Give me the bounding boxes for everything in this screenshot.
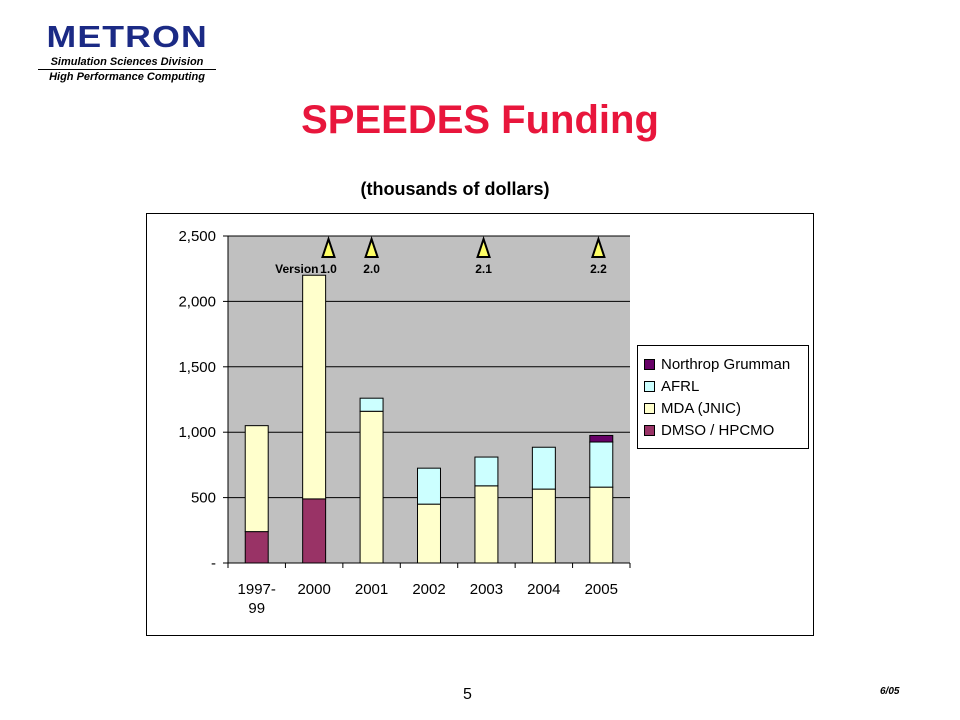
x-tick-label-3: 2002: [412, 581, 445, 598]
bar-3-6: [589, 434, 614, 443]
logo-division: Simulation Sciences Division: [50, 56, 204, 68]
x-tick-label-0: 1997-99: [238, 581, 276, 617]
legend-label-northrop: Northrop Grumman: [661, 355, 791, 373]
bar-1-6: [589, 486, 614, 564]
version-label-0: 1.0: [320, 262, 337, 276]
bar-1-3: [417, 503, 441, 564]
version-label-1: 2.0: [363, 262, 380, 276]
bar-1-4: [474, 485, 499, 564]
version-label-2: 2.1: [475, 262, 492, 276]
bar-2-2: [359, 397, 384, 412]
version-marker-0: [321, 235, 336, 258]
logo-wordmark: METRON: [46, 19, 208, 54]
bar-1-1: [302, 274, 327, 500]
bar-0-0: [244, 531, 269, 564]
legend-item-northrop: Northrop Grumman: [644, 353, 808, 375]
x-tick-label-4: 2003: [470, 581, 503, 598]
legend-item-afrl: AFRL: [644, 375, 808, 397]
x-tick-label-5: 2004: [527, 581, 560, 598]
version-prefix: Version: [275, 262, 318, 276]
legend-label-dmso: DMSO / HPCMO: [661, 421, 775, 439]
bar-1-5: [531, 488, 556, 564]
bar-1-2: [359, 410, 384, 564]
legend-swatch-mda: [644, 402, 655, 414]
legend-item-dmso: DMSO / HPCMO: [644, 419, 808, 441]
x-tick-label-6: 2005: [585, 581, 618, 598]
chart-subtitle: (thousands of dollars): [360, 179, 550, 199]
logo-group: High Performance Computing: [49, 71, 205, 83]
version-marker-1: [364, 235, 379, 258]
bar-2-6: [589, 441, 614, 488]
funding-chart: - 500 1,000 1,500 2,000 2,500 1997-99 2000 2001 2…: [178, 228, 631, 617]
date-stamp: 6/05: [880, 686, 900, 697]
y-tick-label-4: 2,000: [178, 293, 216, 310]
bar-2-5: [531, 446, 556, 490]
y-tick-label-2: 1,000: [178, 424, 216, 441]
legend-swatch-afrl: [644, 380, 655, 392]
x-tick-label-1: 2000: [297, 581, 330, 598]
slide-title: SPEEDES Funding: [301, 98, 659, 142]
version-label-3: 2.2: [590, 262, 607, 276]
y-tick-label-1: 500: [191, 490, 216, 507]
legend-label-afrl: AFRL: [661, 377, 700, 395]
y-tick-label-5: 2,500: [178, 228, 216, 245]
y-tick-label-3: 1,500: [178, 359, 216, 376]
bar-0-1: [302, 498, 327, 564]
version-marker-2: [476, 235, 491, 258]
legend-swatch-dmso: [644, 424, 655, 436]
metron-logo: METRON Simulation Sciences Division High…: [38, 20, 216, 83]
legend-item-mda: MDA (JNIC): [644, 397, 808, 419]
legend-swatch-northrop: [644, 358, 655, 370]
bar-2-3: [417, 467, 441, 505]
chart-legend: Northrop Grumman AFRL MDA (JNIC) DMSO / …: [637, 345, 809, 449]
version-marker-3: [591, 235, 606, 258]
bar-1-0: [244, 425, 269, 533]
page-number: 5: [463, 686, 472, 703]
legend-label-mda: MDA (JNIC): [661, 399, 741, 417]
x-tick-label-2: 2001: [355, 581, 388, 598]
bar-2-4: [474, 456, 499, 487]
logo-divider: [38, 69, 216, 70]
y-tick-label-0: -: [211, 555, 216, 572]
